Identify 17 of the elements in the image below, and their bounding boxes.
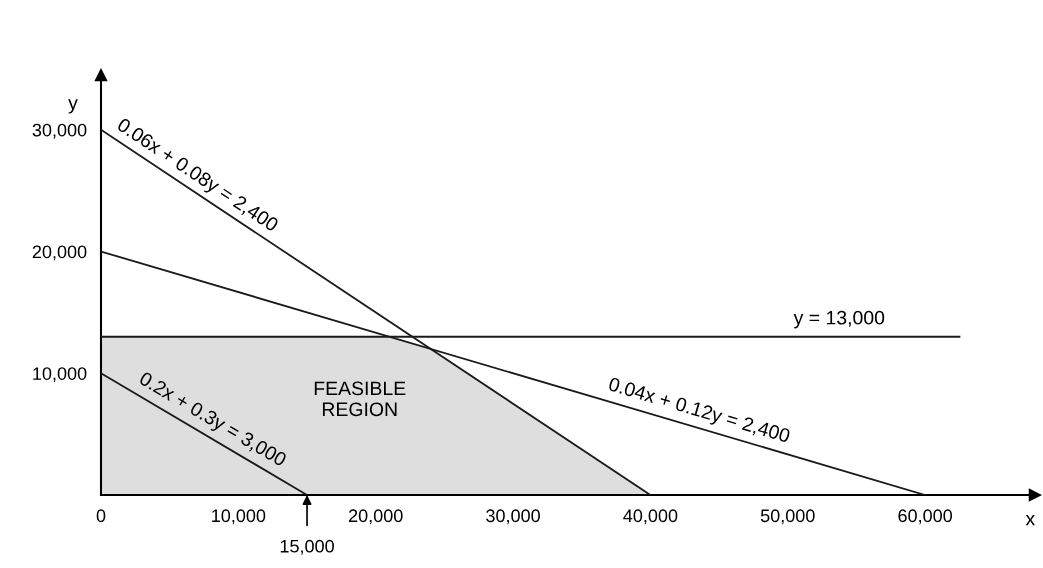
x-tick-label: 0	[96, 509, 106, 523]
x-tick-label: 60,000	[898, 509, 953, 525]
y-tick-label: 30,000	[32, 123, 87, 139]
x-tick-label: 30,000	[486, 509, 540, 525]
annotation: FEASIBLE REGION	[314, 381, 406, 417]
text: 0.04x + 0.12y = 2,400	[606, 376, 791, 447]
x-tick-label: 10,000	[212, 509, 266, 525]
y-axis-title: y	[68, 99, 78, 114]
y-tick-label: 20,000	[32, 245, 87, 261]
annotation: 15,000	[280, 539, 334, 555]
x-axis-title: x	[1025, 514, 1035, 526]
y-tick-label: 10,000	[33, 367, 87, 383]
x-tick-label: 20,000	[349, 509, 403, 525]
x-tick-label: 50,000	[760, 509, 815, 525]
series-label: y = 13,000	[793, 310, 885, 329]
x-tick-label: 40,000	[623, 509, 678, 525]
text: 0.2x + 0.3y = 3,000	[136, 371, 288, 471]
